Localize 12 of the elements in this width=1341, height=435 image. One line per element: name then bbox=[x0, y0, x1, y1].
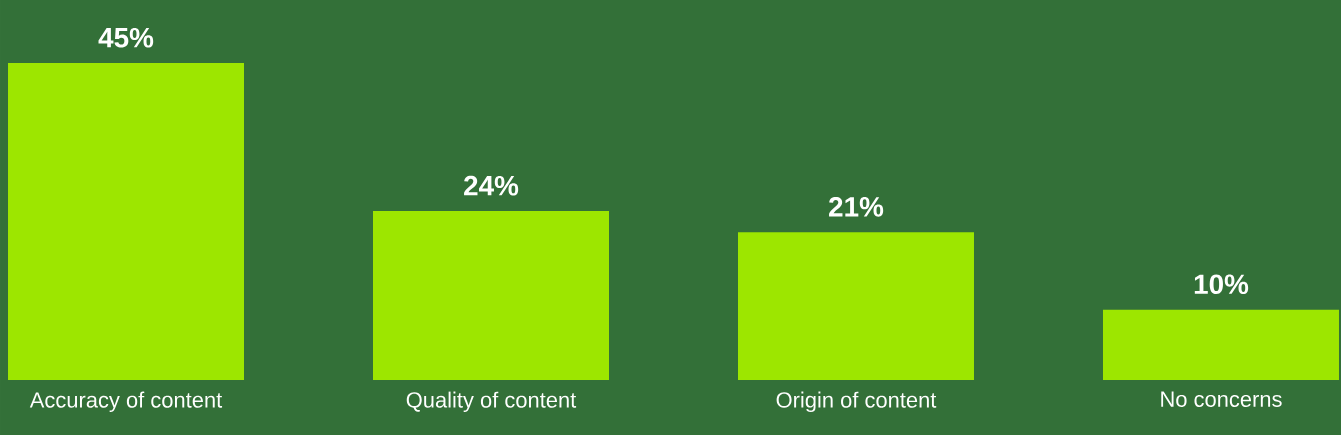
data-label: 45% bbox=[98, 27, 154, 48]
x-tick-label: Origin of content bbox=[776, 391, 937, 412]
x-tick-label: Quality of content bbox=[406, 391, 577, 412]
bar bbox=[738, 232, 974, 381]
data-label: 21% bbox=[829, 196, 884, 217]
data-label: 24% bbox=[464, 175, 519, 196]
data-label: 10% bbox=[1194, 274, 1249, 295]
bar bbox=[373, 210, 609, 381]
bar bbox=[1102, 309, 1339, 381]
bar bbox=[8, 63, 245, 381]
x-tick-label: Accuracy of content bbox=[29, 391, 223, 412]
x-tick-label: No concerns bbox=[1161, 391, 1282, 407]
